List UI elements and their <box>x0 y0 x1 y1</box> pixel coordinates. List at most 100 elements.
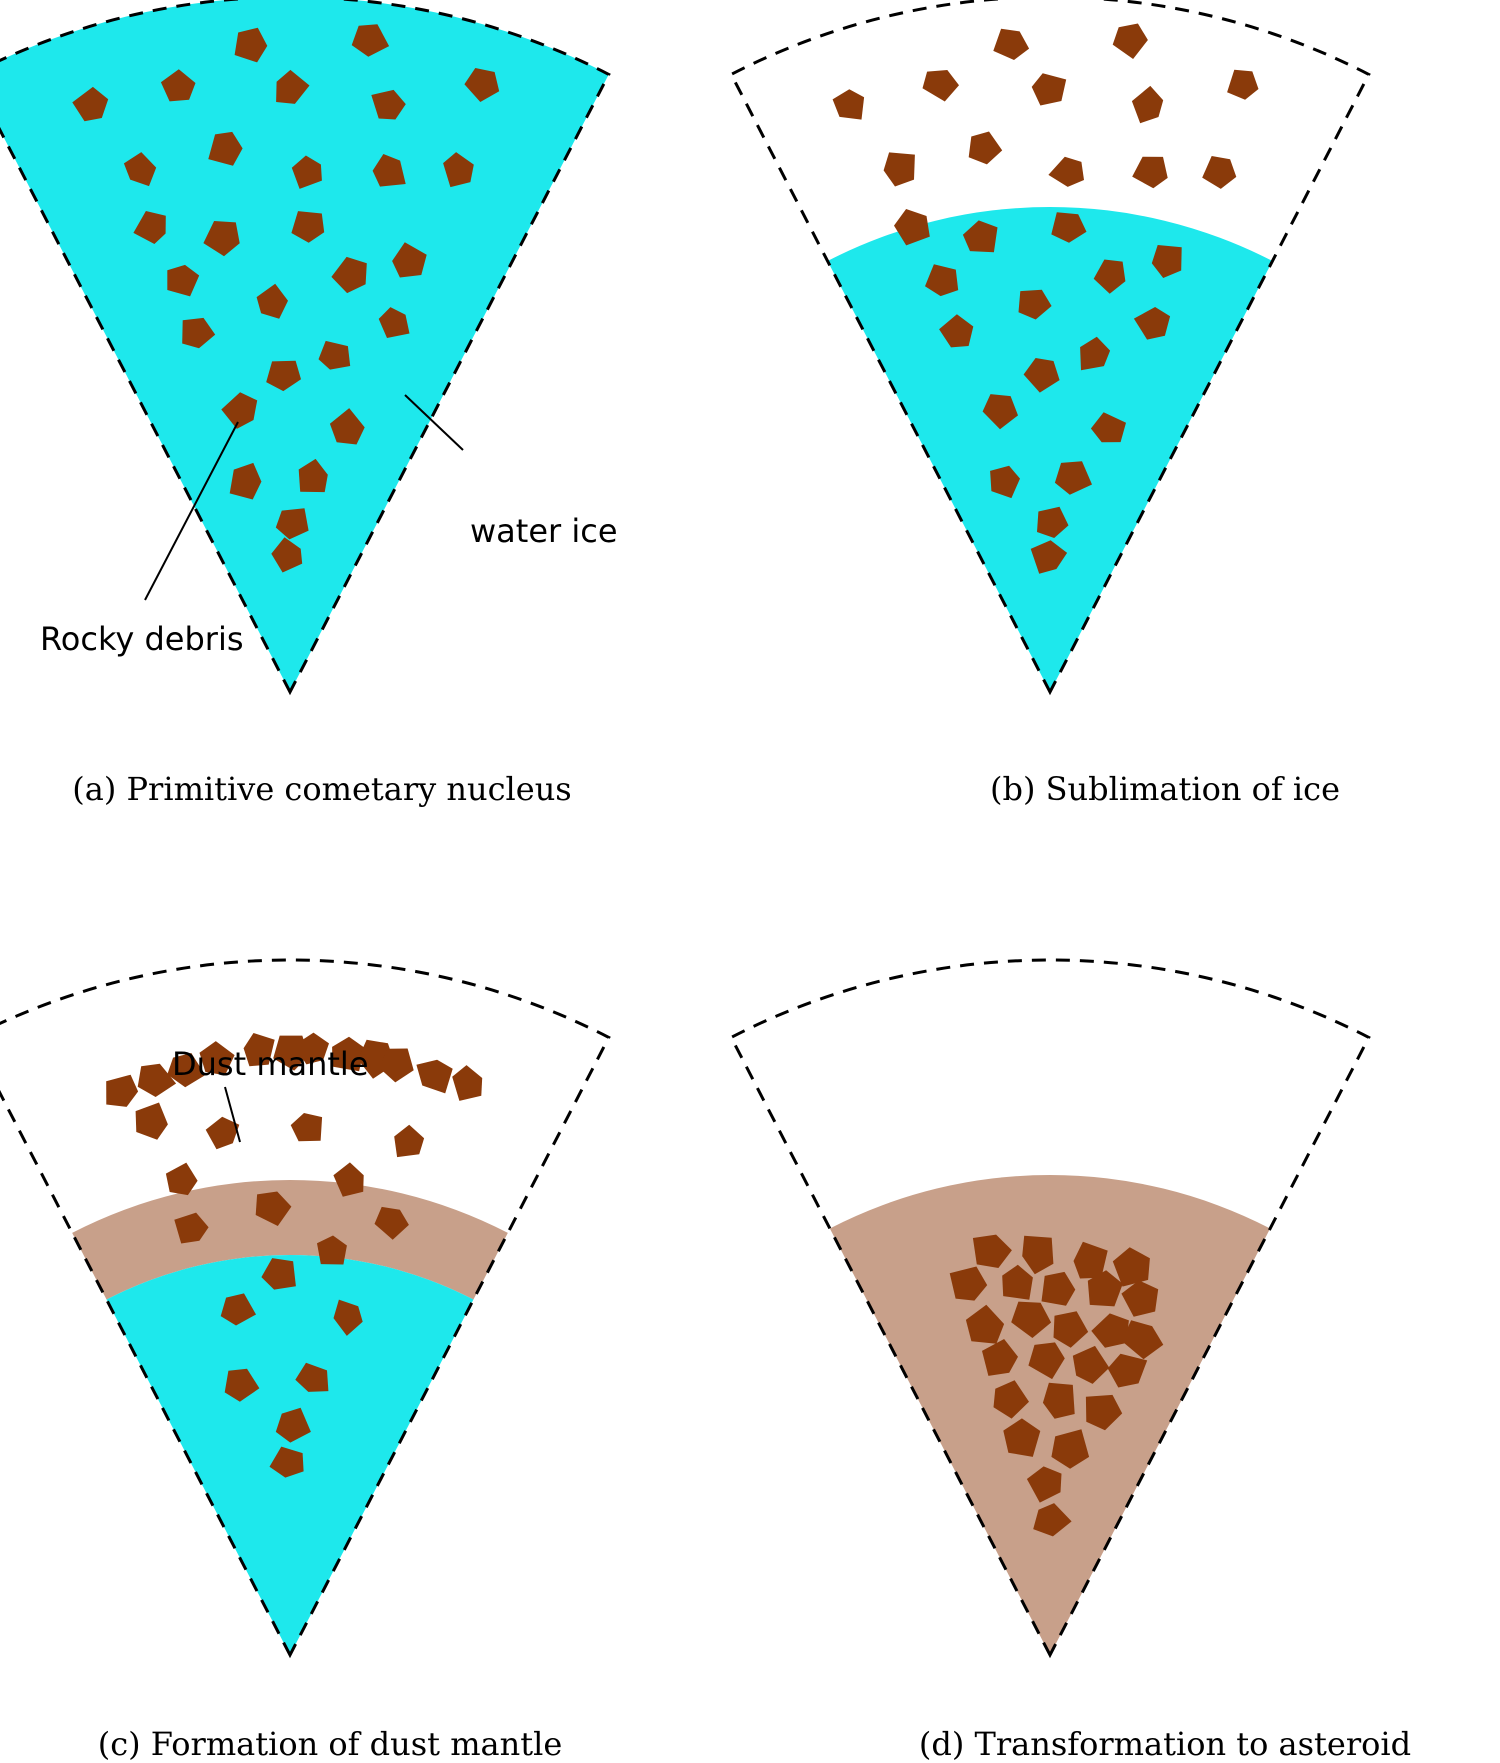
rock <box>1051 212 1087 243</box>
rock <box>269 1446 304 1478</box>
rock <box>261 1258 296 1290</box>
rock <box>1002 1264 1033 1300</box>
rock <box>298 458 328 493</box>
rock <box>276 69 310 104</box>
rock <box>1053 1311 1089 1348</box>
rock <box>123 152 157 187</box>
rock <box>291 155 322 189</box>
rock <box>949 1266 988 1301</box>
rock <box>378 307 410 338</box>
caption-b: (b) Sublimation of ice <box>989 770 1341 808</box>
rock <box>294 1032 329 1065</box>
rock <box>1107 1353 1148 1388</box>
rock <box>271 537 303 573</box>
rock <box>1051 1429 1090 1469</box>
rock <box>1085 1394 1123 1431</box>
rock <box>1227 69 1259 100</box>
rock <box>182 317 216 349</box>
rock <box>243 1033 275 1067</box>
rock <box>275 508 309 540</box>
rock <box>993 28 1030 60</box>
rock <box>1131 85 1164 124</box>
rock <box>371 89 406 120</box>
rock <box>317 1235 347 1265</box>
rock <box>832 89 865 120</box>
rock <box>329 408 365 445</box>
rock <box>1048 156 1084 187</box>
panel-d-diagram <box>729 958 1371 1659</box>
rock <box>167 264 200 297</box>
rock <box>392 242 427 278</box>
rock <box>318 340 351 370</box>
asteroid-region <box>829 1175 1271 1655</box>
rock <box>106 1074 139 1107</box>
rock <box>1112 23 1148 59</box>
rock <box>199 1041 235 1076</box>
rock <box>1112 1247 1150 1287</box>
rock <box>1091 1313 1129 1348</box>
rock <box>174 1212 209 1244</box>
rock <box>351 24 390 57</box>
rock <box>205 1116 240 1150</box>
panel-a-diagram <box>0 0 611 696</box>
rock <box>894 209 930 246</box>
rock <box>922 70 959 102</box>
nucleus-outline <box>729 958 1371 1659</box>
water-ice-leader <box>404 394 464 451</box>
nucleus-outline <box>0 958 611 1659</box>
rock <box>965 1304 1005 1344</box>
rock <box>255 1191 292 1226</box>
rock <box>133 211 166 244</box>
rock <box>1041 1271 1076 1306</box>
dust-mantle-leader <box>224 1086 241 1143</box>
rock <box>1072 1345 1110 1384</box>
rocky-debris-label: Rocky debris <box>40 620 244 658</box>
rock <box>452 1065 483 1101</box>
nucleus-outline <box>729 0 1371 696</box>
rock <box>1133 307 1171 340</box>
rock <box>1023 358 1060 393</box>
rock <box>1022 1235 1054 1275</box>
rock <box>1202 156 1237 189</box>
rock <box>1026 1466 1062 1503</box>
rock <box>1003 1418 1041 1457</box>
rock <box>331 256 367 294</box>
water-ice-label: water ice <box>470 512 618 550</box>
panel-d: (d) Transformation to asteroid <box>729 958 1500 1763</box>
rock <box>972 1234 1012 1268</box>
rock <box>1121 1280 1159 1317</box>
rock <box>1011 1301 1052 1338</box>
rock <box>1080 336 1111 371</box>
caption-d: (d) Transformation to asteroid <box>918 1725 1412 1763</box>
rock <box>266 360 301 392</box>
rock <box>372 154 406 187</box>
water-ice-region <box>827 206 1273 692</box>
rock <box>1121 1320 1164 1360</box>
rock <box>203 221 240 257</box>
rock <box>135 1102 168 1140</box>
rock <box>1132 156 1168 189</box>
rock <box>982 394 1018 430</box>
rock <box>1087 1270 1123 1307</box>
rock <box>1090 412 1126 443</box>
rock <box>968 131 1003 165</box>
rock <box>1054 461 1092 495</box>
rock <box>1073 1241 1108 1279</box>
rock <box>291 211 325 243</box>
dust-mantle-label: Dust mantle <box>172 1045 369 1083</box>
caption-a: (a) Primitive cometary nucleus <box>72 770 572 808</box>
rock <box>137 1063 177 1097</box>
rock <box>221 392 258 429</box>
rock <box>1042 1382 1075 1419</box>
rock <box>275 1407 311 1443</box>
rock <box>224 1368 260 1402</box>
rock <box>464 68 500 102</box>
nucleus-outline <box>0 0 611 696</box>
rock <box>1037 506 1069 538</box>
rock <box>167 1053 206 1088</box>
rock <box>982 1339 1018 1376</box>
panel-c-diagram <box>0 958 611 1659</box>
rock <box>229 462 262 500</box>
rock <box>1018 289 1052 320</box>
